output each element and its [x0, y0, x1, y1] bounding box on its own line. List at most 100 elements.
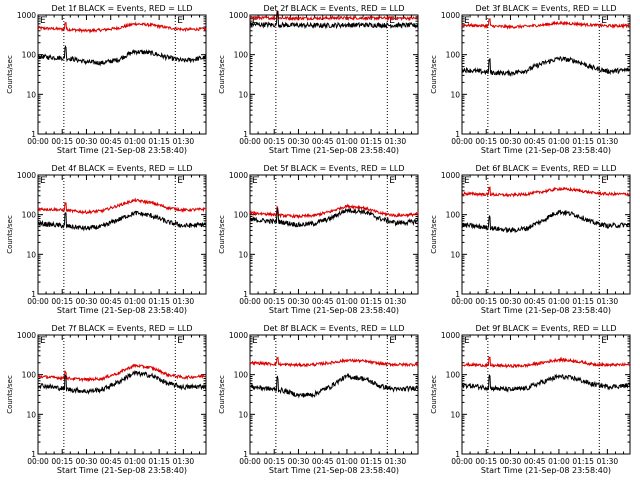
chart-title: Det 1f BLACK = Events, RED = LLD — [51, 4, 192, 13]
x-tick-label: 00:30 — [288, 297, 310, 306]
x-tick-label: 01:30 — [597, 137, 619, 146]
chart-panel-7: Det 7f BLACK = Events, RED = LLD 1 10 100 10… — [6, 324, 207, 475]
flag-label: E — [389, 16, 395, 26]
series-line-events — [249, 372, 419, 399]
x-tick-label: 01:00 — [336, 297, 358, 306]
flag-label: E — [40, 16, 46, 26]
x-tick-label: 01:15 — [360, 137, 382, 146]
x-tick-label: 01:15 — [572, 137, 594, 146]
x-tick-label: 00:00 — [239, 297, 261, 306]
x-tick-label: 01:30 — [173, 137, 195, 146]
x-tick-label: 01:00 — [124, 297, 146, 306]
x-axis-label: Start Time (21-Sep-08 23:58:40) — [269, 306, 399, 315]
x-tick-label: 01:15 — [572, 457, 594, 466]
series-line-events — [37, 45, 207, 67]
x-tick-label: 00:15 — [51, 457, 73, 466]
y-tick-label: 10 — [450, 250, 460, 259]
y-axis-label: Counts/sec — [430, 215, 438, 254]
x-axis-label: Start Time (21-Sep-08 23:58:40) — [481, 306, 611, 315]
x-tick-label: 00:00 — [239, 457, 261, 466]
x-tick-label: 01:30 — [385, 137, 407, 146]
y-tick-label: 10 — [450, 90, 460, 99]
flag-label: E — [601, 16, 607, 26]
x-tick-label: 00:30 — [76, 297, 98, 306]
chart-panel-2: Det 2f BLACK = Events, RED = LLD 1 10 100 10… — [218, 4, 419, 155]
x-tick-label: 00:45 — [524, 457, 546, 466]
chart-panel-1: Det 1f BLACK = Events, RED = LLD 1 10 100 10… — [6, 4, 207, 155]
y-axis-label: Counts/sec — [218, 55, 226, 94]
chart-title: Det 6f BLACK = Events, RED = LLD — [475, 164, 616, 173]
y-axis-label: Counts/sec — [6, 215, 14, 254]
x-tick-label: 01:15 — [360, 297, 382, 306]
y-tick-label: 1000 — [17, 171, 36, 180]
flag-label: E — [389, 176, 395, 186]
x-tick-label: 00:15 — [263, 457, 285, 466]
x-tick-label: 00:45 — [100, 297, 122, 306]
flag-label: E — [40, 336, 46, 346]
x-tick-label: 00:30 — [500, 137, 522, 146]
x-tick-label: 00:30 — [76, 137, 98, 146]
x-tick-label: 01:00 — [124, 137, 146, 146]
x-tick-label: 00:45 — [312, 137, 334, 146]
y-tick-label: 1 — [455, 130, 460, 139]
series-line-lld — [249, 356, 419, 368]
x-tick-label: 00:45 — [312, 457, 334, 466]
flag-label: E — [464, 16, 470, 26]
y-tick-label: 1000 — [229, 171, 248, 180]
x-tick-label: 00:15 — [51, 297, 73, 306]
y-tick-label: 1 — [31, 130, 36, 139]
x-tick-label: 00:45 — [100, 457, 122, 466]
y-tick-label: 10 — [238, 250, 248, 259]
flag-label: E — [177, 16, 183, 26]
chart-panel-3: Det 3f BLACK = Events, RED = LLD 1 10 100 10… — [430, 4, 631, 155]
chart-panel-5: Det 5f BLACK = Events, RED = LLD 1 10 100 10… — [218, 164, 419, 315]
x-tick-label: 00:30 — [288, 457, 310, 466]
x-tick-label: 01:30 — [597, 457, 619, 466]
y-tick-label: 100 — [22, 371, 37, 380]
y-tick-label: 100 — [22, 51, 37, 60]
chart-panel-9: Det 9f BLACK = Events, RED = LLD 1 10 100 10… — [430, 324, 631, 475]
y-tick-label: 1000 — [229, 331, 248, 340]
y-axis-label: Counts/sec — [430, 55, 438, 94]
flag-label: E — [252, 16, 258, 26]
chart-title: Det 7f BLACK = Events, RED = LLD — [51, 324, 192, 333]
x-tick-label: 00:15 — [263, 137, 285, 146]
y-tick-label: 10 — [450, 410, 460, 419]
x-tick-label: 00:15 — [475, 457, 497, 466]
x-tick-label: 00:00 — [451, 137, 473, 146]
x-tick-label: 01:00 — [336, 457, 358, 466]
series-line-lld — [461, 185, 631, 198]
y-tick-label: 100 — [234, 211, 249, 220]
series-line-events — [461, 209, 631, 234]
flag-label: E — [601, 336, 607, 346]
x-axis-label: Start Time (21-Sep-08 23:58:40) — [481, 466, 611, 475]
plot-frame — [37, 334, 207, 455]
y-tick-label: 1 — [243, 290, 248, 299]
flag-label: E — [252, 336, 258, 346]
y-tick-label: 1 — [243, 450, 248, 459]
x-axis-label: Start Time (21-Sep-08 23:58:40) — [57, 306, 187, 315]
x-tick-label: 00:15 — [263, 297, 285, 306]
y-tick-label: 100 — [446, 51, 461, 60]
plot-frame — [461, 174, 631, 295]
plot-frame — [249, 334, 419, 455]
y-tick-label: 1 — [31, 450, 36, 459]
x-tick-label: 00:00 — [27, 457, 49, 466]
y-tick-label: 10 — [238, 90, 248, 99]
y-tick-label: 1 — [455, 290, 460, 299]
x-axis-label: Start Time (21-Sep-08 23:58:40) — [269, 466, 399, 475]
y-tick-label: 1 — [243, 130, 248, 139]
x-tick-label: 00:00 — [27, 297, 49, 306]
series-line-lld — [461, 355, 631, 369]
y-axis-label: Counts/sec — [218, 215, 226, 254]
x-tick-label: 01:30 — [173, 457, 195, 466]
series-line-lld — [37, 21, 207, 34]
x-tick-label: 01:15 — [148, 137, 170, 146]
x-axis-label: Start Time (21-Sep-08 23:58:40) — [57, 466, 187, 475]
y-tick-label: 100 — [446, 371, 461, 380]
x-tick-label: 00:00 — [27, 137, 49, 146]
plot-frame — [37, 14, 207, 135]
flag-label: E — [177, 336, 183, 346]
y-tick-label: 1000 — [441, 171, 460, 180]
